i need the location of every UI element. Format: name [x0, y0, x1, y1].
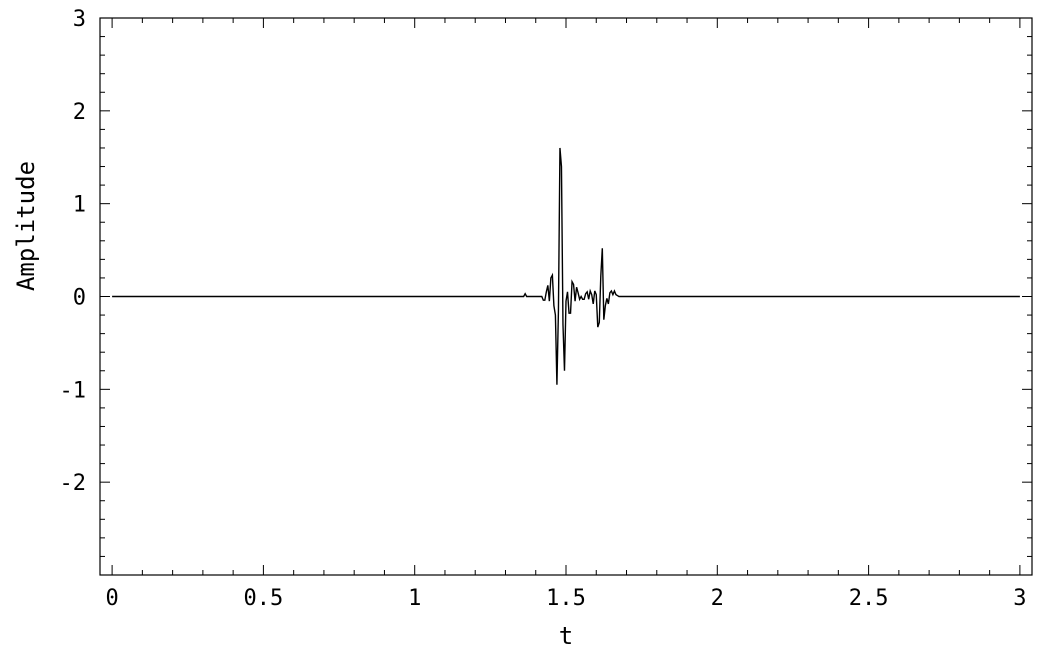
x-tick-label: 2.5 [849, 586, 889, 611]
x-axis-tick-labels: 0 0.5 1 1.5 2 2.5 3 [105, 586, 1026, 611]
y-axis-title: Amplitude [12, 161, 40, 291]
x-axis-title: t [559, 622, 573, 650]
x-tick-label: 0.5 [244, 586, 284, 611]
y-tick-label: -2 [60, 471, 87, 496]
y-tick-label: -1 [60, 378, 87, 403]
x-tick-label: 2 [711, 586, 724, 611]
x-tick-label: 0 [105, 586, 118, 611]
y-tick-label: 3 [73, 7, 86, 32]
signal-line [112, 147, 1020, 385]
x-tick-label: 1.5 [546, 586, 586, 611]
x-tick-label: 1 [408, 586, 421, 611]
y-tick-label: 2 [73, 100, 86, 125]
y-tick-label: 1 [73, 193, 86, 218]
y-axis-ticks [100, 17, 1032, 557]
x-axis-ticks [111, 18, 1021, 575]
y-tick-label: 0 [73, 286, 86, 311]
x-tick-label: 3 [1013, 586, 1026, 611]
y-axis-tick-labels: -2 -1 0 1 2 3 [60, 7, 87, 496]
